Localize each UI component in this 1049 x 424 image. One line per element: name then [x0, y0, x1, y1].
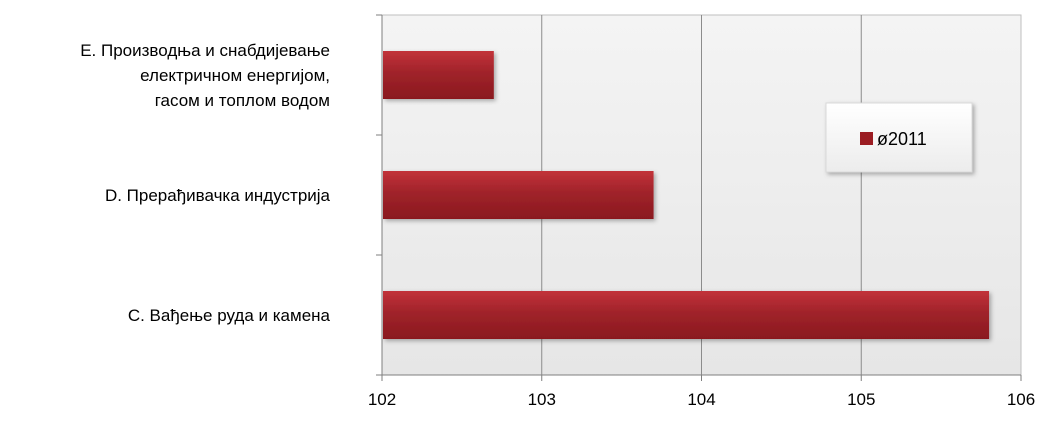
category-label: D. Прерађивачка индустрија	[105, 186, 331, 205]
bar	[383, 51, 494, 99]
x-tick-label: 102	[368, 390, 396, 409]
category-label: C. Вађење руда и камена	[128, 306, 331, 325]
bar	[383, 171, 654, 219]
x-tick-label: 104	[687, 390, 715, 409]
legend	[825, 102, 973, 173]
x-tick-label: 105	[847, 390, 875, 409]
x-tick-label: 106	[1007, 390, 1035, 409]
x-tick-label: 103	[528, 390, 556, 409]
category-label: E. Производња и снабдијевање електричном …	[80, 41, 330, 110]
bar	[383, 291, 990, 339]
legend-swatch	[860, 132, 873, 145]
legend-label: ø2011	[877, 129, 927, 149]
